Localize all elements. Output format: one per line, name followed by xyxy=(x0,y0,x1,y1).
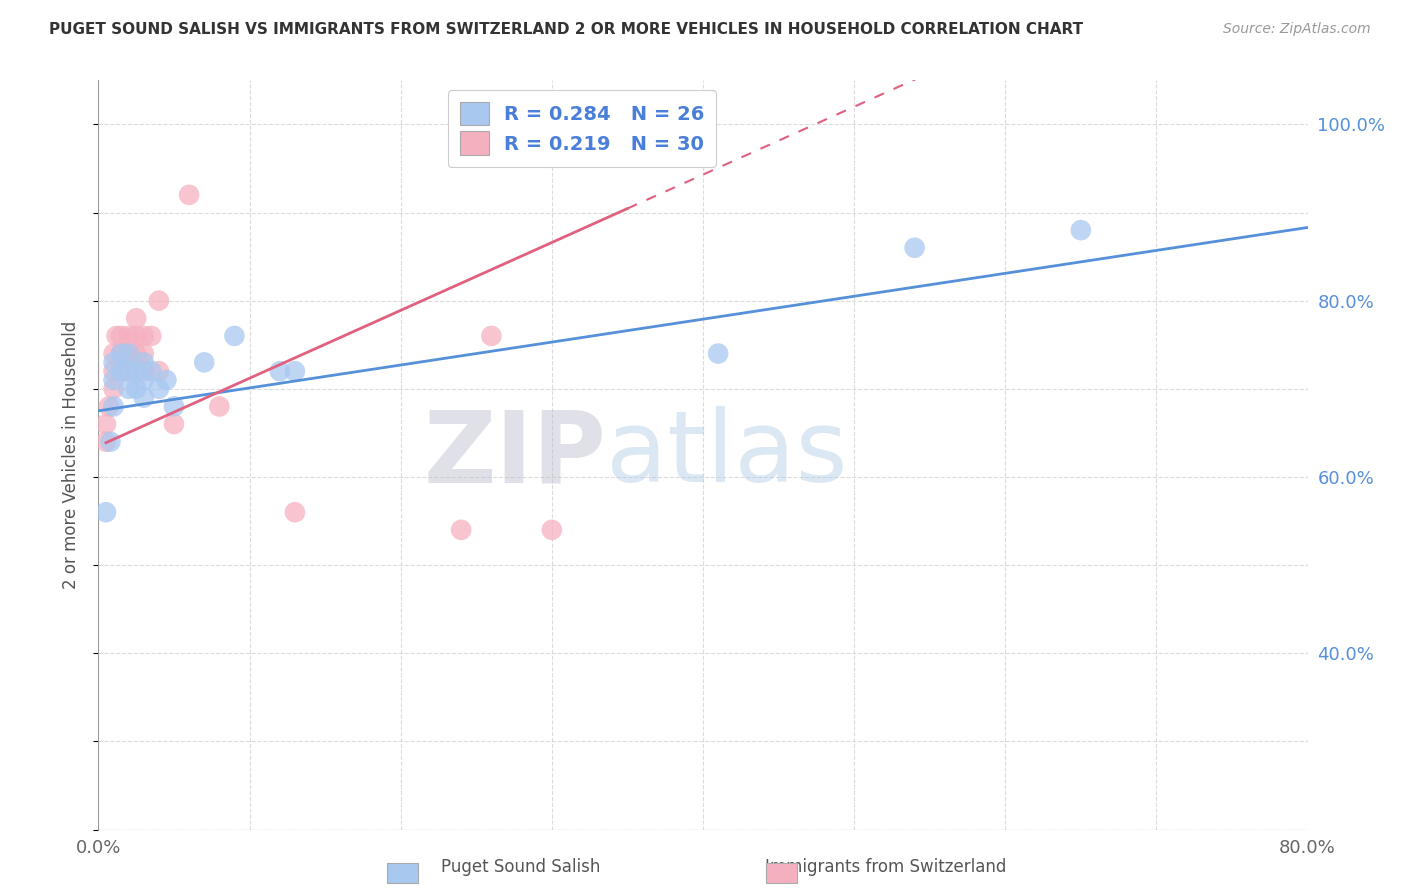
Point xyxy=(163,400,186,414)
Text: Source: ZipAtlas.com: Source: ZipAtlas.com xyxy=(1223,22,1371,37)
Point xyxy=(118,346,141,360)
Point xyxy=(132,329,155,343)
Point xyxy=(132,355,155,369)
Point xyxy=(118,382,141,396)
Point xyxy=(118,364,141,378)
Point xyxy=(707,346,730,360)
Point xyxy=(193,355,215,369)
Point xyxy=(118,329,141,343)
Point xyxy=(103,382,125,396)
Point xyxy=(148,382,170,396)
Point xyxy=(94,505,117,519)
Point xyxy=(481,329,503,343)
Point xyxy=(98,400,121,414)
Point xyxy=(110,329,132,343)
Point xyxy=(224,329,246,343)
Point xyxy=(118,364,141,378)
Point xyxy=(125,311,148,326)
Point xyxy=(114,346,136,360)
Point xyxy=(94,417,117,431)
Point xyxy=(125,346,148,360)
Point xyxy=(284,364,307,378)
Point xyxy=(148,293,170,308)
Point xyxy=(141,364,163,378)
Point xyxy=(1070,223,1092,237)
Point xyxy=(125,382,148,396)
Point xyxy=(100,434,122,449)
Point xyxy=(284,505,307,519)
Point xyxy=(155,373,177,387)
Point xyxy=(141,329,163,343)
Point xyxy=(208,400,231,414)
Point xyxy=(179,187,201,202)
Point xyxy=(103,364,125,378)
Point xyxy=(103,346,125,360)
Point xyxy=(132,373,155,387)
Point xyxy=(110,346,132,360)
Text: atlas: atlas xyxy=(606,407,848,503)
Point xyxy=(132,346,155,360)
Point xyxy=(103,400,125,414)
Point xyxy=(132,391,155,405)
Point xyxy=(540,523,562,537)
Point xyxy=(110,364,132,378)
Text: ZIP: ZIP xyxy=(423,407,606,503)
Point xyxy=(125,329,148,343)
Y-axis label: 2 or more Vehicles in Household: 2 or more Vehicles in Household xyxy=(62,321,80,589)
Point xyxy=(450,523,472,537)
Point xyxy=(118,346,141,360)
Point xyxy=(132,364,155,378)
Point xyxy=(110,364,132,378)
Text: PUGET SOUND SALISH VS IMMIGRANTS FROM SWITZERLAND 2 OR MORE VEHICLES IN HOUSEHOL: PUGET SOUND SALISH VS IMMIGRANTS FROM SW… xyxy=(49,22,1084,37)
Point xyxy=(904,241,927,255)
Text: Puget Sound Salish: Puget Sound Salish xyxy=(440,858,600,876)
Point xyxy=(125,364,148,378)
Point xyxy=(110,346,132,360)
Point xyxy=(103,373,125,387)
Point xyxy=(103,355,125,369)
Text: Immigrants from Switzerland: Immigrants from Switzerland xyxy=(765,858,1007,876)
Point xyxy=(269,364,291,378)
Point xyxy=(94,434,117,449)
Point xyxy=(105,329,128,343)
Point xyxy=(148,364,170,378)
Point xyxy=(163,417,186,431)
Legend: R = 0.284   N = 26, R = 0.219   N = 30: R = 0.284 N = 26, R = 0.219 N = 30 xyxy=(449,90,716,167)
